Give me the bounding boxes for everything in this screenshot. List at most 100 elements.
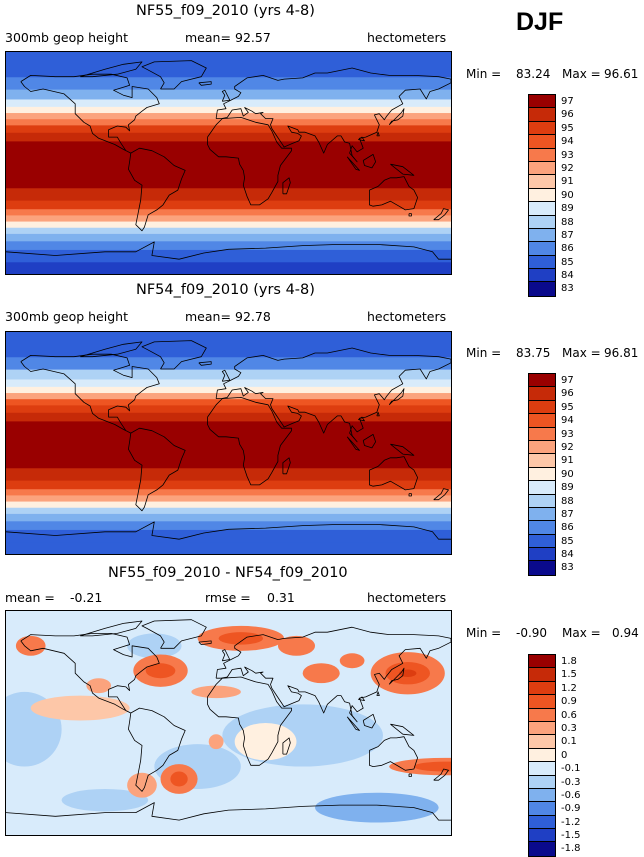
colorbar-level-label: 91 <box>561 455 574 467</box>
colorbar-swatch <box>529 161 555 176</box>
contour-band <box>6 467 451 481</box>
panel2-min-value: 83.75 <box>516 346 551 360</box>
contour-band <box>6 187 451 201</box>
contour-band <box>6 507 451 514</box>
coastline <box>433 488 449 501</box>
contour-band <box>6 513 451 522</box>
colorbar-swatch <box>529 681 555 696</box>
coastline <box>80 61 143 78</box>
coastline <box>376 131 380 137</box>
colorbar-swatch <box>529 427 555 441</box>
colorbar-level-label: 87 <box>561 508 574 520</box>
panel3-max-value: 0.94 <box>612 626 639 640</box>
coastline <box>376 691 380 696</box>
colorbar-swatch <box>529 842 555 856</box>
coastline <box>368 736 419 771</box>
contour-band <box>6 249 451 263</box>
contour-blob <box>218 632 264 645</box>
panel2-mean-label: mean= <box>185 309 231 324</box>
colorbar-swatch <box>529 188 555 203</box>
coastline <box>368 176 419 211</box>
panel1-colorbar <box>528 94 556 297</box>
contour-band <box>6 227 451 234</box>
contour-blob <box>191 685 241 699</box>
coastline <box>141 619 207 649</box>
colorbar-swatch <box>529 762 555 776</box>
colorbar-level-label: 88 <box>561 216 574 228</box>
contour-band <box>6 106 451 114</box>
colorbar-level-label: 85 <box>561 535 574 547</box>
panel2-map-plot <box>6 332 451 554</box>
coastline <box>358 136 365 142</box>
contour-band <box>6 480 451 490</box>
panel3-mean-label: mean = <box>5 590 55 605</box>
contour-blob <box>86 678 112 694</box>
contour-band <box>6 356 451 370</box>
panel1-variable: 300mb geop height <box>5 30 128 45</box>
coastline <box>198 640 212 645</box>
colorbar-level-label: 83 <box>561 562 574 574</box>
coastline <box>358 416 365 422</box>
contour-blob <box>234 723 297 761</box>
contour-blob <box>30 695 130 721</box>
coastline <box>141 340 207 370</box>
colorbar-level-label: 92 <box>561 162 574 174</box>
coastline <box>6 241 451 260</box>
coastline <box>408 213 412 217</box>
panel3-colorbar <box>528 654 556 857</box>
colorbar-level-label: 1.2 <box>561 682 577 694</box>
panel2-max-label: Max = <box>562 346 601 360</box>
colorbar-swatch <box>529 548 555 562</box>
coastline <box>80 620 143 637</box>
colorbar-level-label: 85 <box>561 256 574 268</box>
colorbar-swatch <box>529 282 555 296</box>
contour-band <box>6 332 451 358</box>
colorbar-swatch <box>529 215 555 229</box>
contour-band <box>6 214 451 222</box>
contour-band <box>6 200 451 210</box>
panel1-colorbar-labels: 97 96 95 94 93 92 91 90 89 88 87 86 85 84 83 <box>561 95 574 296</box>
contour-blob <box>302 663 340 684</box>
colorbar-swatch <box>529 228 555 243</box>
colorbar-level-label: -1.8 <box>561 843 581 855</box>
colorbar-level-label: 86 <box>561 522 574 534</box>
colorbar-swatch <box>529 802 555 816</box>
panel3-units: hectometers <box>367 590 447 605</box>
contour-band <box>6 132 451 142</box>
colorbar-level-label: 84 <box>561 549 574 561</box>
panel3-map-plot <box>6 611 451 835</box>
coastline <box>408 773 412 777</box>
panel2-colorbar <box>528 373 556 576</box>
contour-band <box>6 520 451 530</box>
contour-band <box>6 98 451 107</box>
contour-blob <box>315 792 439 823</box>
coastline <box>207 676 292 766</box>
colorbar-swatch <box>529 108 555 122</box>
panel3-title: NF55_f09_2010 - NF54_f09_2010 <box>108 565 348 581</box>
colorbar-level-label: 83 <box>561 283 574 295</box>
colorbar-level-label: 89 <box>561 203 574 215</box>
colorbar-level-label: 91 <box>561 176 574 188</box>
contour-band <box>6 261 451 274</box>
coastline <box>207 117 292 206</box>
colorbar-level-label: 88 <box>561 495 574 507</box>
contour-blob <box>145 663 176 679</box>
colorbar-level-label: 1.8 <box>561 656 577 667</box>
coastline <box>6 521 451 540</box>
colorbar-swatch <box>529 202 555 216</box>
coastline <box>128 707 186 792</box>
colorbar-swatch <box>529 521 555 535</box>
colorbar-swatch <box>529 481 555 495</box>
coastline <box>388 667 405 685</box>
coastline <box>390 163 415 176</box>
panel1-map-plot <box>6 52 451 274</box>
contour-blob <box>208 734 224 750</box>
contour-band <box>6 541 451 554</box>
coastline <box>20 353 160 434</box>
coastline <box>362 434 377 449</box>
colorbar-level-label: 94 <box>561 136 574 148</box>
coastline <box>408 493 412 497</box>
colorbar-level-label: -0.1 <box>561 763 581 775</box>
panel1-units: hectometers <box>367 30 447 45</box>
contour-band <box>6 494 451 502</box>
